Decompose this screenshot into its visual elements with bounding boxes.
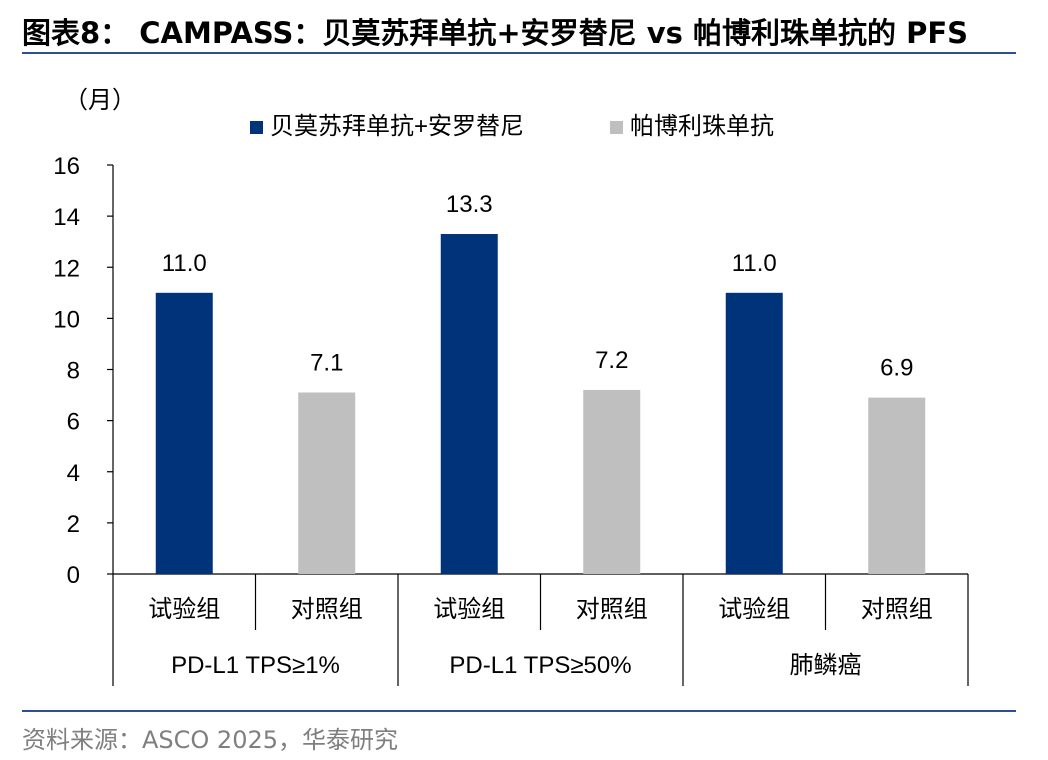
legend-swatch <box>610 121 623 134</box>
y-tick-label: 10 <box>53 306 80 333</box>
footer-rule <box>22 710 1016 712</box>
bar <box>725 292 783 574</box>
source-note: 资料来源：ASCO 2025，华泰研究 <box>22 726 399 754</box>
legend-swatch <box>250 121 263 134</box>
pfs-bar-chart: （月） 0 2 4 6 8 10 12 14 16 贝莫苏拜单抗+安罗替尼 帕博利珠单抗 11.0 试验组… <box>53 87 969 686</box>
bar <box>298 392 356 574</box>
bar-value-label: 11.0 <box>732 250 777 277</box>
bar-value-label: 6.9 <box>880 355 913 382</box>
bar <box>583 389 641 574</box>
bar-value-label: 7.1 <box>310 350 343 377</box>
y-tick-label: 16 <box>53 153 80 180</box>
x-group-label: PD-L1 TPS≥1% <box>171 652 340 679</box>
y-tick-label: 4 <box>67 460 80 487</box>
legend-label: 贝莫苏拜单抗+安罗替尼 <box>270 113 524 140</box>
x-group-label: PD-L1 TPS≥50% <box>449 652 631 679</box>
y-tick-label: 14 <box>53 204 80 231</box>
bar-value-label: 7.2 <box>595 347 628 374</box>
x-category-label: 对照组 <box>861 596 933 623</box>
title-rule <box>22 52 1016 54</box>
legend-label: 帕博利珠单抗 <box>630 113 774 140</box>
y-tick-label: 0 <box>67 562 80 589</box>
x-category-label: 试验组 <box>433 596 505 623</box>
x-category-label: 试验组 <box>718 596 790 623</box>
x-category-label: 对照组 <box>291 596 363 623</box>
bar <box>155 292 213 574</box>
bar <box>440 234 498 575</box>
bar-value-label: 11.0 <box>162 250 207 277</box>
x-group-label: 肺鳞癌 <box>790 652 862 679</box>
bar-value-label: 13.3 <box>446 191 493 218</box>
y-unit-label: （月） <box>64 87 136 114</box>
figure-title: 图表8： CAMPASS：贝莫苏拜单抗+安罗替尼 vs 帕博利珠单抗的 PFS <box>22 16 969 50</box>
y-tick-label: 2 <box>67 511 80 538</box>
y-tick-label: 8 <box>67 358 80 385</box>
y-tick-label: 6 <box>67 409 80 436</box>
y-tick-label: 12 <box>53 255 80 282</box>
x-category-label: 对照组 <box>576 596 648 623</box>
bar <box>868 397 926 574</box>
x-category-label: 试验组 <box>148 596 220 623</box>
